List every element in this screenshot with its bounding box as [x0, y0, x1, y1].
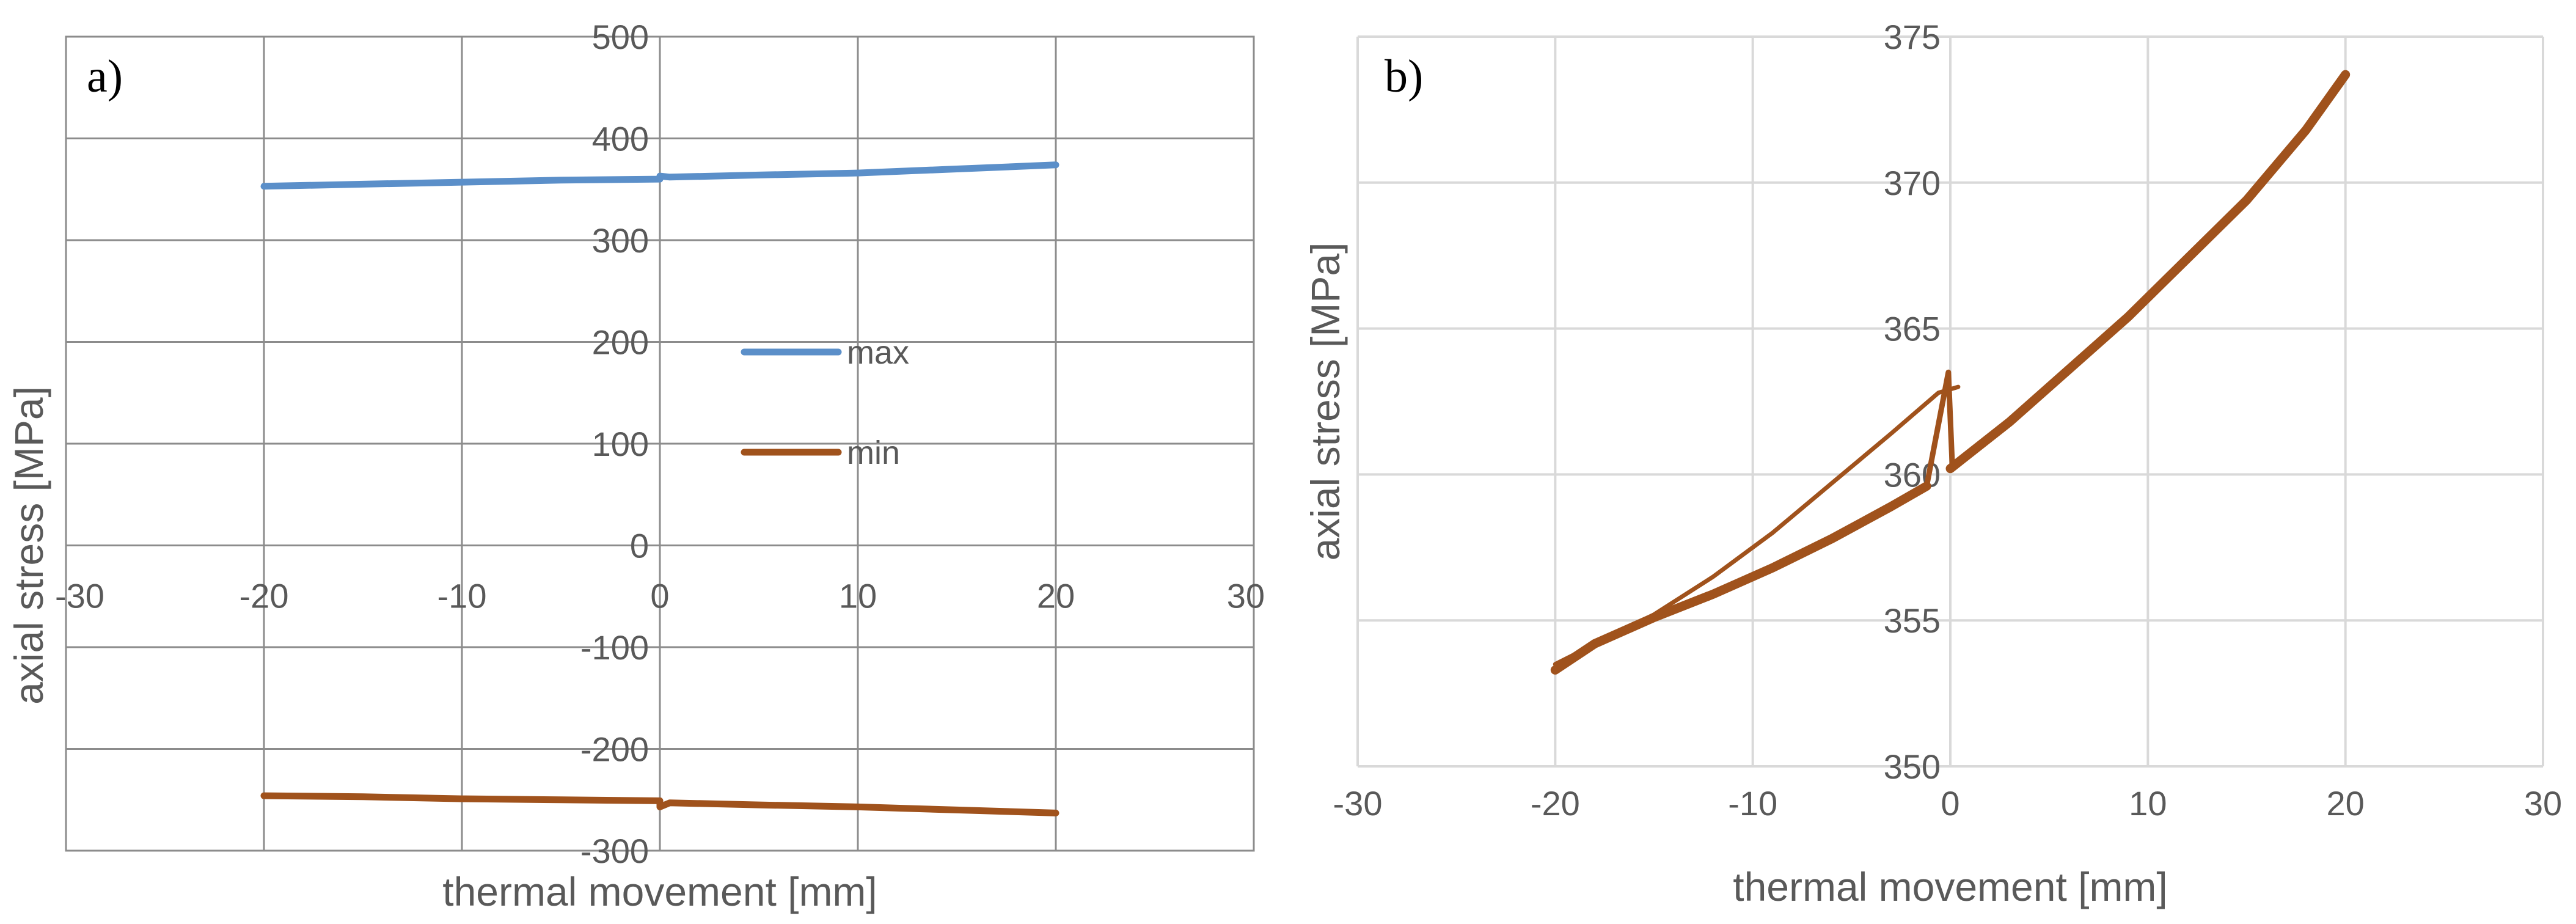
- chart-panel-a: -300 -200 -100 0 100 200 300 400 500 -30 -20 -10 0 10…: [0, 0, 1283, 924]
- y-tick-label: 0: [630, 527, 649, 565]
- x-tick-label: 10: [2129, 784, 2167, 823]
- y-tick-label: 355: [1884, 601, 1941, 640]
- series-line-loading: [1550, 482, 1931, 675]
- series-line-max: [260, 161, 1059, 190]
- y-tick-label: 500: [592, 18, 649, 56]
- series-line-unloading: [1553, 384, 1961, 667]
- series-line-reloading: [1945, 70, 2351, 474]
- chart-panel-b: 350 355 360 365 370 375 -30 -20 -10 0 10 20 30 therma…: [1288, 0, 2576, 924]
- y-tick-label: 375: [1884, 18, 1941, 56]
- y-axis-title: axial stress [MPa]: [6, 386, 51, 705]
- legend-label-max: max: [847, 334, 909, 371]
- x-tick-label: -10: [1728, 784, 1777, 823]
- y-tick-label: 100: [592, 425, 649, 463]
- x-tick-label: -20: [240, 577, 289, 615]
- y-tick-label: -100: [580, 628, 649, 667]
- x-tick-label: 20: [1037, 577, 1075, 615]
- y-tick-label: -200: [580, 730, 649, 769]
- y-tick-label: -300: [580, 832, 649, 870]
- x-tick-label: -20: [1531, 784, 1580, 823]
- x-tick-label: 0: [1941, 784, 1959, 823]
- x-tick-label: -30: [55, 577, 104, 615]
- panel-label-a: a): [87, 51, 123, 102]
- legend-label-min: min: [847, 435, 900, 471]
- series-line-jump: [1923, 369, 1955, 489]
- y-tick-label: 370: [1884, 164, 1941, 202]
- y-tick-label: 400: [592, 120, 649, 158]
- x-tick-label: 20: [2327, 784, 2365, 823]
- y-tick-label: 200: [592, 323, 649, 362]
- x-axis-title: thermal movement [mm]: [442, 869, 877, 914]
- x-tick-label: 30: [1227, 577, 1265, 615]
- y-tick-label: 350: [1884, 747, 1941, 786]
- panel-label-b: b): [1385, 51, 1423, 102]
- series-line-min: [260, 792, 1059, 816]
- x-tick-label: 30: [2524, 784, 2562, 823]
- y-tick-label: 365: [1884, 310, 1941, 348]
- x-tick-label: 0: [650, 577, 669, 615]
- y-tick-label: 300: [592, 221, 649, 260]
- x-tick-label: 10: [839, 577, 877, 615]
- x-axis-title: thermal movement [mm]: [1733, 864, 2168, 909]
- x-tick-label: -10: [437, 577, 487, 615]
- y-axis-title: axial stress [MPa]: [1303, 243, 1348, 561]
- x-tick-label: -30: [1333, 784, 1383, 823]
